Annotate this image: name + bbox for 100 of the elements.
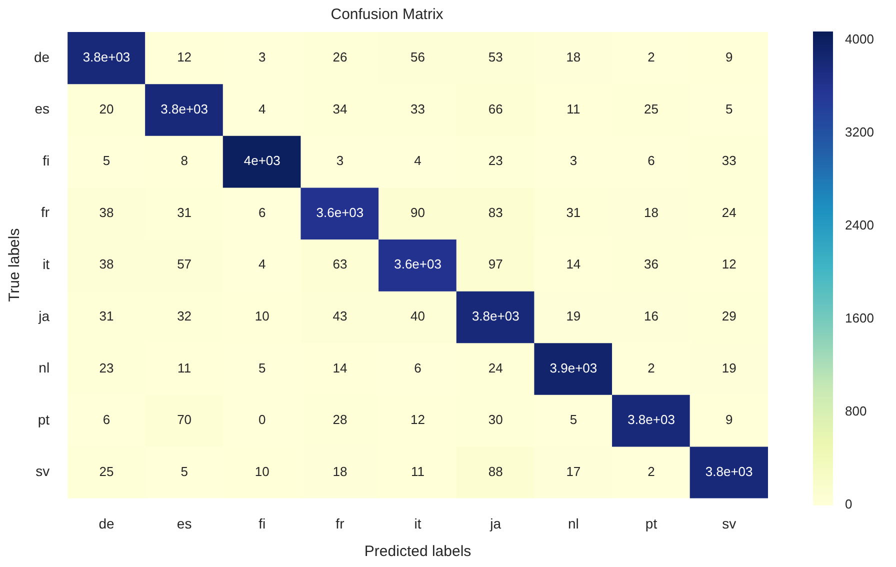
data-label: 38	[99, 204, 114, 220]
data-label: 66	[488, 101, 503, 116]
data-label: 3	[258, 49, 266, 64]
data-label: 3	[336, 153, 344, 168]
y-tick-label: es	[34, 100, 50, 117]
data-label: 5	[180, 464, 188, 479]
data-label: 17	[566, 464, 581, 479]
data-label: 10	[254, 464, 270, 479]
x-tick-label: pt	[645, 515, 658, 532]
x-tick-label: de	[98, 515, 114, 532]
data-label: 3.8e+03	[705, 464, 753, 479]
data-label: 6	[414, 360, 422, 376]
data-label: 18	[566, 49, 581, 64]
data-label: 6	[648, 153, 655, 168]
data-label: 5	[258, 360, 266, 376]
data-label: 11	[411, 464, 425, 479]
data-label: 4	[414, 153, 422, 168]
data-label: 83	[488, 204, 503, 220]
data-label: 3.8e+03	[160, 101, 208, 116]
y-tick-label: ja	[38, 308, 50, 324]
data-label: 3.9e+03	[550, 360, 598, 376]
y-tick-label: de	[34, 48, 50, 65]
x-axis-title: Predicted labels	[364, 543, 472, 560]
data-label: 31	[99, 308, 114, 324]
data-label: 23	[488, 153, 503, 168]
data-label: 30	[488, 412, 503, 428]
color-bar-label: 2400	[845, 218, 874, 233]
data-label: 24	[488, 360, 503, 376]
color-bar-label: 3200	[845, 124, 874, 140]
data-label: 24	[722, 204, 736, 220]
data-label: 63	[332, 256, 348, 272]
data-label: 0	[258, 412, 266, 428]
data-label: 57	[177, 256, 192, 272]
data-label: 33	[722, 153, 736, 168]
data-label: 31	[177, 204, 192, 220]
color-bar-label: 4000	[845, 32, 874, 47]
data-label: 56	[410, 49, 426, 64]
data-label: 25	[99, 464, 114, 479]
data-label: 36	[644, 256, 658, 272]
data-label: 14	[566, 256, 581, 272]
color-bar-label: 1600	[845, 310, 874, 326]
data-label: 4	[258, 256, 266, 272]
data-label: 12	[722, 256, 736, 272]
data-label: 9	[725, 412, 733, 428]
data-label: 23	[99, 360, 114, 376]
data-label: 88	[488, 464, 503, 479]
x-tick-label: ja	[489, 515, 502, 532]
data-label: 3.8e+03	[82, 49, 130, 64]
data-label: 2	[648, 464, 655, 479]
x-tick-label: nl	[568, 515, 579, 532]
y-tick-label: it	[42, 256, 50, 272]
data-label: 53	[488, 49, 503, 64]
x-tick-label: it	[414, 515, 422, 532]
data-label: 14	[332, 360, 348, 376]
data-label: 19	[566, 308, 581, 324]
y-tick-label: fr	[41, 204, 50, 220]
data-label: 33	[410, 101, 426, 116]
data-label: 3.6e+03	[394, 256, 442, 272]
data-label: 3.8e+03	[628, 412, 675, 428]
data-label: 8	[180, 153, 188, 168]
data-label: 19	[722, 360, 736, 376]
data-label: 97	[488, 256, 503, 272]
data-label: 9	[725, 49, 733, 64]
data-label: 2	[648, 49, 655, 64]
data-label: 18	[644, 204, 658, 220]
data-label: 5	[102, 153, 110, 168]
y-tick-label: fi	[42, 152, 50, 168]
y-tick-label: pt	[38, 411, 50, 428]
data-label: 3.8e+03	[472, 308, 520, 324]
data-label: 11	[566, 101, 580, 116]
data-label: 11	[178, 360, 192, 376]
color-bar-label: 800	[845, 404, 867, 419]
data-label: 28	[332, 412, 348, 428]
data-label: 34	[332, 101, 348, 116]
data-label: 12	[177, 49, 192, 64]
data-label: 26	[332, 49, 348, 64]
y-tick-label: sv	[36, 463, 50, 480]
data-label: 16	[644, 308, 658, 324]
data-label: 5	[725, 101, 733, 116]
data-label: 4	[258, 101, 266, 116]
data-label: 6	[258, 204, 266, 220]
data-label: 38	[99, 256, 114, 272]
data-label: 4e+03	[244, 153, 280, 168]
data-label: 90	[410, 204, 426, 220]
data-label: 20	[99, 101, 114, 116]
data-label: 2	[648, 360, 655, 376]
data-label: 43	[332, 308, 348, 324]
y-axis-title: True labels	[6, 228, 24, 302]
data-label: 6	[102, 412, 110, 428]
data-label: 40	[410, 308, 426, 324]
x-tick-label: es	[176, 515, 192, 532]
data-label: 12	[410, 412, 426, 428]
data-label: 29	[722, 308, 736, 324]
data-label: 32	[177, 308, 192, 324]
x-tick-label: fi	[258, 515, 266, 532]
data-label: 10	[254, 308, 270, 324]
data-label: 25	[644, 101, 658, 116]
data-label: 3.6e+03	[316, 204, 364, 220]
data-label: 5	[570, 412, 578, 428]
chart-title: Confusion Matrix	[330, 6, 444, 24]
